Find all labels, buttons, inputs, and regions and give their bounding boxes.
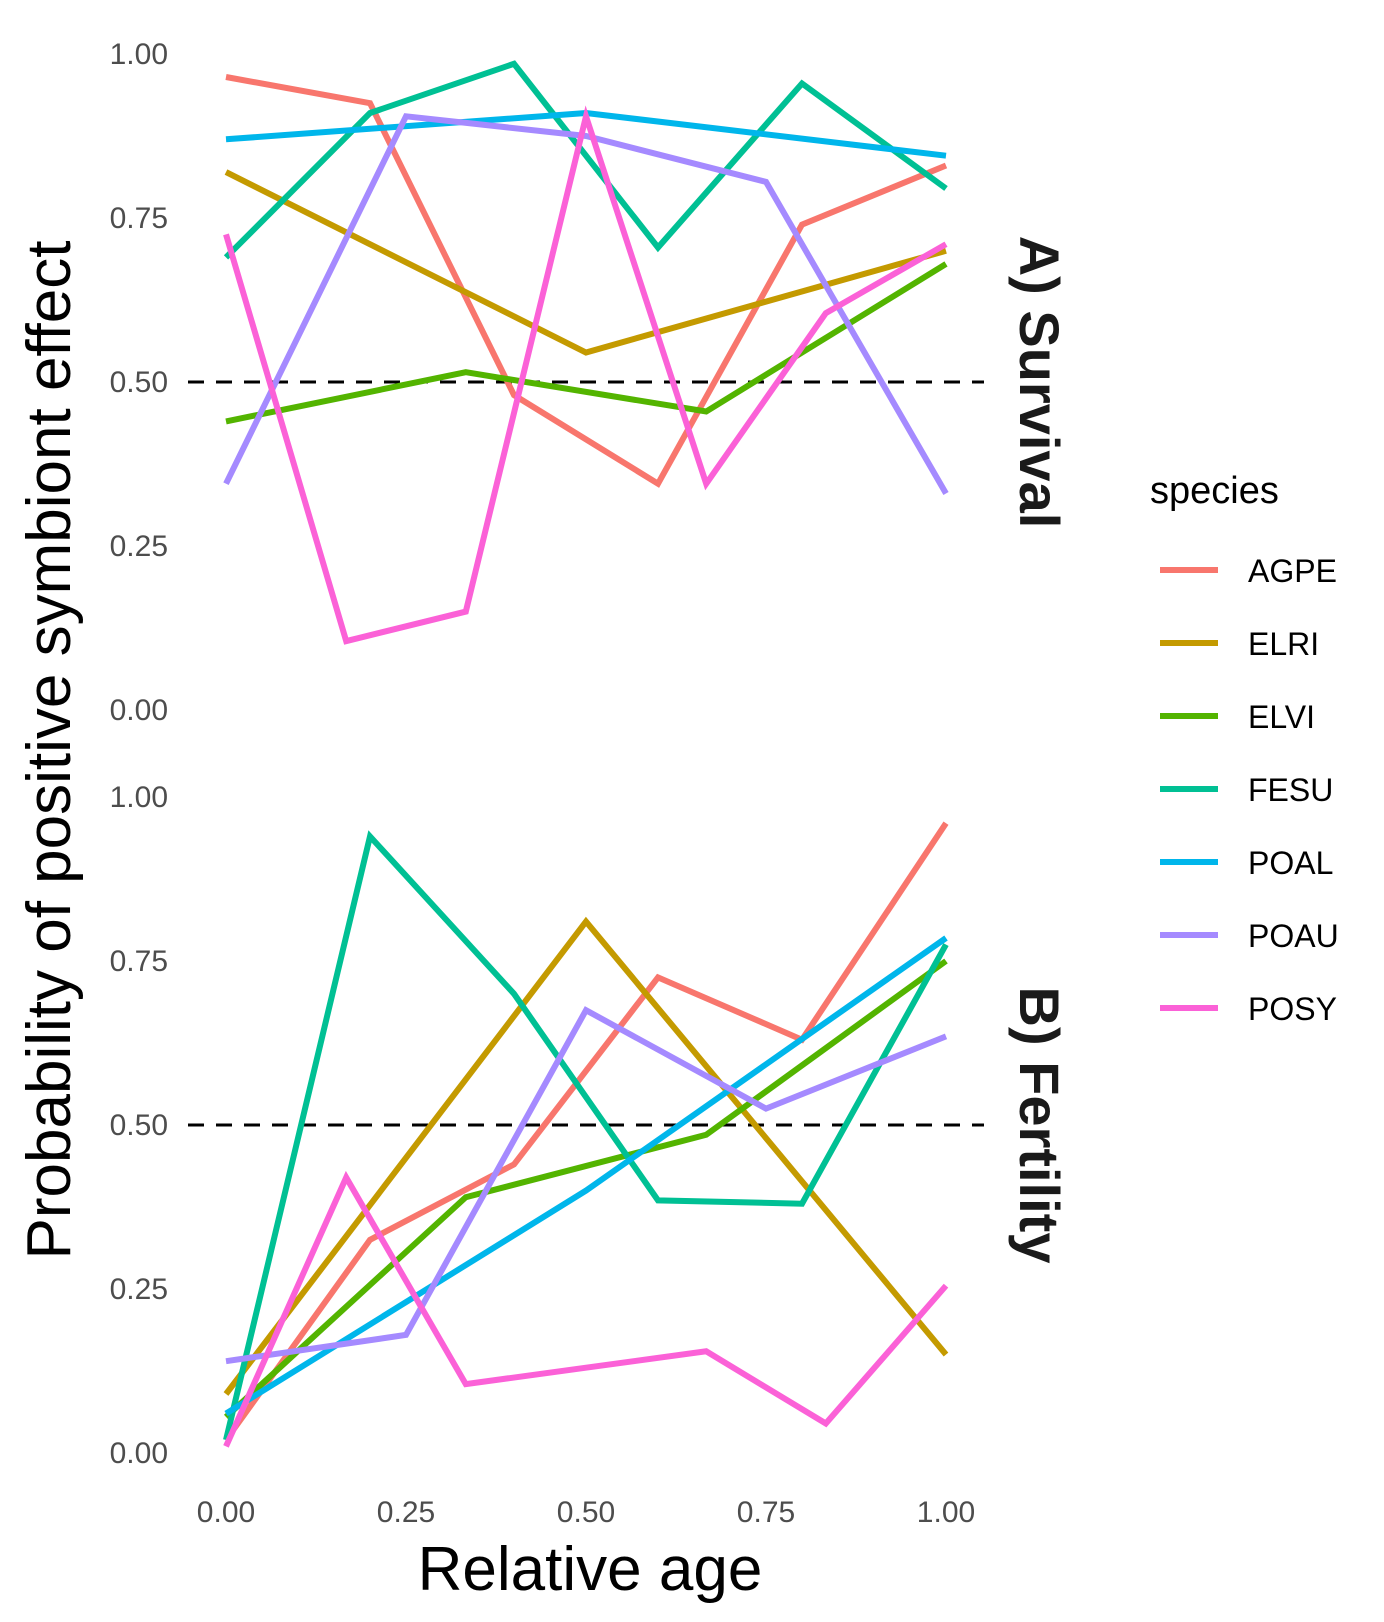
x-tick-label: 0.50 <box>557 1496 615 1529</box>
legend: species AGPE ELRI ELVI FESU POAL POAU POSY <box>1150 470 1339 1027</box>
y-tick-label: 1.00 <box>110 38 168 71</box>
y-tick-label: 0.00 <box>110 1437 168 1470</box>
legend-label-poal: POAL <box>1248 845 1333 881</box>
series-line-poau <box>225 1006 948 1365</box>
series-line-elvi <box>223 958 948 1420</box>
legend-label-posy: POSY <box>1248 991 1337 1027</box>
series-line-poau <box>223 113 949 496</box>
x-tick-labels: 0.00 0.25 0.50 0.75 1.00 <box>197 1496 975 1529</box>
series-line-fesu <box>223 60 948 260</box>
series-line-poal <box>224 935 948 1417</box>
legend-label-agpe: AGPE <box>1248 553 1337 589</box>
y-tick-label: 0.25 <box>110 1273 168 1306</box>
series-line-posy <box>223 105 948 645</box>
legend-label-elri: ELRI <box>1248 626 1319 662</box>
y-axis-title: Probability of positive symbiont effect <box>15 241 84 1260</box>
legend-label-fesu: FESU <box>1248 772 1333 808</box>
series-line-elri <box>223 916 949 1396</box>
x-tick-label: 1.00 <box>917 1496 975 1529</box>
y-tick-label: 0.75 <box>110 945 168 978</box>
series-line-agpe <box>223 821 949 1442</box>
series-line-elvi <box>225 261 948 425</box>
panels: 0.000.250.500.751.00A) Survival0.000.250… <box>110 38 1071 1470</box>
y-tick-label: 1.00 <box>110 781 168 814</box>
series-line-posy <box>223 1170 949 1448</box>
y-tick-label: 0.75 <box>110 202 168 235</box>
legend-title: species <box>1150 470 1279 512</box>
y-tick-label: 0.00 <box>110 694 168 727</box>
panel-label: B) Fertility <box>1008 987 1071 1264</box>
y-tick-label: 0.50 <box>110 1109 168 1142</box>
x-tick-label: 0.25 <box>377 1496 435 1529</box>
legend-label-elvi: ELVI <box>1248 699 1315 735</box>
x-tick-label: 0.75 <box>737 1496 795 1529</box>
legend-label-poau: POAU <box>1248 918 1339 954</box>
series-line-agpe <box>225 74 948 488</box>
y-tick-label: 0.50 <box>110 366 168 399</box>
panel-fertility: 0.00 0.25 0.50 0.75 1.00 B) Fertility <box>110 781 1071 1470</box>
legend-items: AGPE ELRI ELVI FESU POAL POAU POSY <box>1160 553 1339 1027</box>
series-line-fesu <box>223 830 949 1441</box>
y-tick-label: 0.25 <box>110 530 168 563</box>
x-tick-label: 0.00 <box>197 1496 255 1529</box>
panel-survival: 0.00 0.25 0.50 0.75 1.00 A) Survival <box>110 38 1071 727</box>
x-axis-title: Relative age <box>418 1535 763 1604</box>
panel-label: A) Survival <box>1008 236 1071 529</box>
